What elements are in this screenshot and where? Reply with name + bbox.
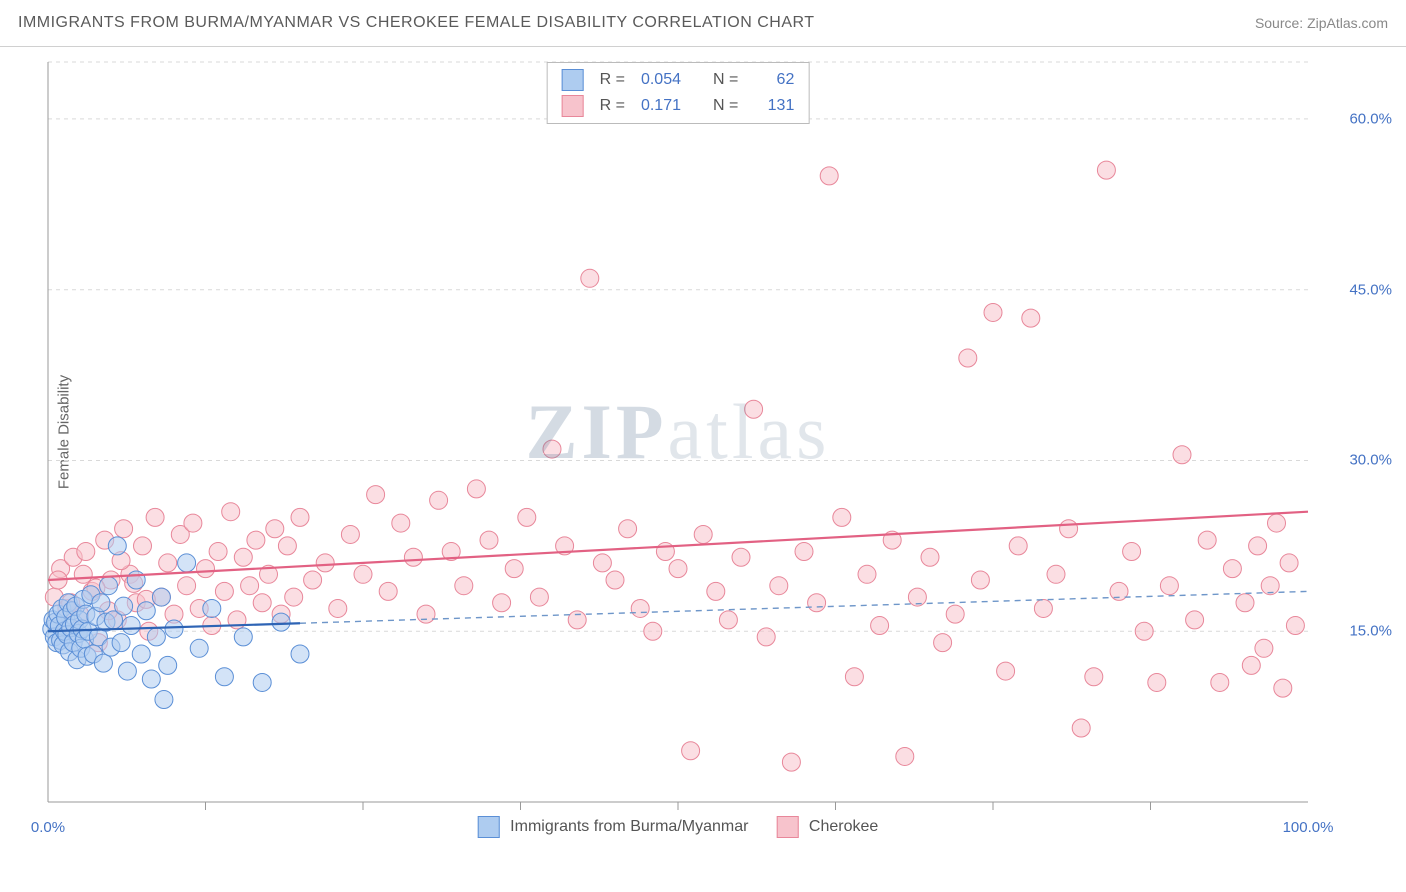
n-value-b: 131 [748,97,794,115]
chart-header: IMMIGRANTS FROM BURMA/MYANMAR VS CHEROKE… [0,0,1406,47]
x-tick-label: 100.0% [1283,819,1334,836]
legend-item-a: Immigrants from Burma/Myanmar [478,816,749,838]
r-value-a: 0.054 [635,71,681,89]
legend-row-a: R = 0.054 N = 62 [562,67,795,93]
series-legend: Immigrants from Burma/Myanmar Cherokee [478,816,879,838]
legend-label-a: Immigrants from Burma/Myanmar [510,818,748,835]
n-label: N = [713,97,738,115]
r-value-b: 0.171 [635,97,681,115]
r-label: R = [600,71,625,89]
chart-area: Female Disability ZIPatlas R = 0.054 N =… [48,62,1308,802]
swatch-a-icon [478,816,500,838]
y-tick-label: 45.0% [1349,281,1392,298]
legend-item-b: Cherokee [776,816,878,838]
swatch-b-icon [776,816,798,838]
swatch-b-icon [562,95,584,117]
n-label: N = [713,71,738,89]
y-tick-label: 60.0% [1349,110,1392,127]
legend-label-b: Cherokee [809,818,878,835]
correlation-legend: R = 0.054 N = 62 R = 0.171 N = 131 [547,62,810,124]
chart-source: Source: ZipAtlas.com [1255,15,1388,31]
chart-title: IMMIGRANTS FROM BURMA/MYANMAR VS CHEROKE… [18,14,815,32]
r-label: R = [600,97,625,115]
legend-row-b: R = 0.171 N = 131 [562,93,795,119]
y-tick-label: 30.0% [1349,452,1392,469]
scatter-plot [48,62,1308,802]
n-value-a: 62 [748,71,794,89]
y-tick-label: 15.0% [1349,623,1392,640]
x-tick-label: 0.0% [31,819,65,836]
swatch-a-icon [562,69,584,91]
